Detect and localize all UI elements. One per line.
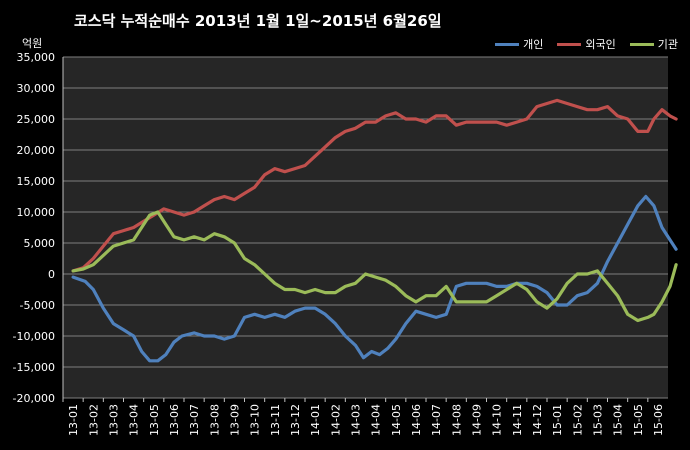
y-tick-label: 5,000 <box>24 237 56 250</box>
legend-swatch-individual <box>495 42 520 46</box>
legend-swatch-institution <box>629 42 654 46</box>
y-tick-label: 20,000 <box>17 144 56 157</box>
legend: 개인 외국인 기관 <box>495 36 678 52</box>
y-tick-label: 0 <box>48 268 55 281</box>
x-tick-label: 14-03 <box>349 404 362 436</box>
x-tick-label: 15-02 <box>571 404 584 436</box>
x-tick-label: 13-05 <box>148 404 161 436</box>
x-tick-label: 14-06 <box>410 404 423 436</box>
x-tick-label: 14-12 <box>531 404 544 436</box>
chart-title: 코스닥 누적순매수 2013년 1월 1일~2015년 6월26일 <box>74 12 442 30</box>
series-line-foreign <box>71 98 678 273</box>
y-tick-label: 35,000 <box>17 51 56 64</box>
x-tick-label: 13-12 <box>289 404 302 436</box>
x-tick-label: 15-06 <box>652 404 665 436</box>
x-tick-label: 13-02 <box>87 404 100 436</box>
x-tick-label: 13-06 <box>168 404 181 436</box>
x-tick-label: 14-09 <box>470 404 483 436</box>
x-tick-label: 14-01 <box>309 404 322 436</box>
legend-label-institution: 기관 <box>657 38 678 51</box>
legend-label-foreign: 외국인 <box>585 38 616 51</box>
y-tick-label: -5,000 <box>20 299 55 312</box>
y-tick-label: 15,000 <box>17 175 56 188</box>
x-tick-label: 13-04 <box>128 404 141 436</box>
x-tick-label: 14-04 <box>370 404 383 436</box>
y-tick-label: 10,000 <box>17 206 56 219</box>
series-line-individual <box>71 194 678 363</box>
legend-swatch-foreign <box>557 42 582 46</box>
y-tick-label: -20,000 <box>13 392 55 405</box>
x-tick-label: 15-04 <box>612 404 625 436</box>
x-tick-label: 14-07 <box>430 404 443 436</box>
x-tick-label: 14-11 <box>511 404 524 436</box>
legend-item-individual: 개인 <box>495 36 543 52</box>
plot-area <box>63 57 668 398</box>
y-tick-label: -15,000 <box>13 361 55 374</box>
y-tick-label: -10,000 <box>13 330 55 343</box>
x-tick-label: 15-03 <box>591 404 604 436</box>
y-tick-label: 30,000 <box>17 82 56 95</box>
x-tick-label: 14-02 <box>329 404 342 436</box>
x-tick-label: 13-10 <box>249 404 262 436</box>
legend-item-institution: 기관 <box>629 36 678 52</box>
legend-label-individual: 개인 <box>523 38 544 51</box>
x-tick-label: 13-08 <box>208 404 221 436</box>
x-tick-label: 14-10 <box>491 404 504 436</box>
x-tick-label: 13-01 <box>67 404 80 436</box>
legend-item-foreign: 외국인 <box>557 36 616 52</box>
x-tick-label: 14-08 <box>450 404 463 436</box>
y-tick-label: 25,000 <box>17 113 56 126</box>
x-tick-label: 13-09 <box>228 404 241 436</box>
x-tick-label: 15-05 <box>632 404 645 436</box>
x-tick-label: 15-01 <box>551 404 564 436</box>
x-tick-label: 13-11 <box>269 404 282 436</box>
x-tick-label: 14-05 <box>390 404 403 436</box>
series-line-institution <box>71 210 678 323</box>
x-tick-label: 13-07 <box>188 404 201 436</box>
y-axis-unit-label: 억원 <box>22 37 43 50</box>
x-tick-label: 13-03 <box>107 404 120 436</box>
